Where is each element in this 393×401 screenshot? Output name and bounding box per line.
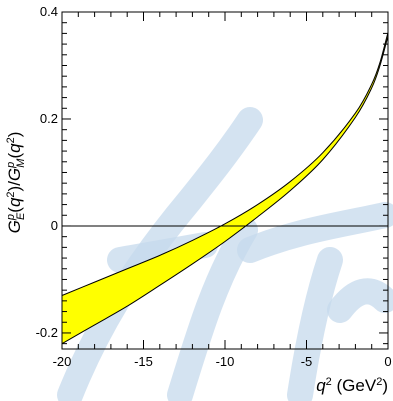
x-tick-label: 0	[384, 354, 391, 369]
y-tick-labels: -0.2 0 0.2 0.4	[36, 4, 58, 340]
x-axis-label: q2 (GeV2)	[316, 376, 388, 395]
band-lower-edge	[61, 35, 389, 345]
x-tick-labels: -20 -15 -10 -5 0	[53, 354, 392, 369]
watermark-stroke	[327, 278, 393, 323]
x-tick-label: -10	[216, 354, 235, 369]
tick-marks	[61, 11, 389, 349]
watermark-stroke	[167, 217, 258, 401]
y-tick-label: 0.4	[40, 4, 58, 19]
y-tick-label: 0.2	[40, 111, 58, 126]
band-fill	[62, 32, 388, 344]
y-tick-label: -0.2	[36, 325, 58, 340]
watermark	[57, 107, 393, 401]
watermark-stroke	[237, 202, 393, 263]
watermark-stroke	[287, 247, 343, 401]
watermark-stroke	[57, 107, 263, 401]
x-tick-label: -20	[53, 354, 72, 369]
x-tick-label: -5	[301, 354, 313, 369]
uncertainty-band	[61, 32, 389, 345]
x-tick-label: -15	[134, 354, 153, 369]
y-axis-label: GpE(q2)/GpM(q2)	[5, 132, 27, 234]
band-upper-edge	[61, 32, 389, 296]
y-tick-label: 0	[51, 218, 58, 233]
